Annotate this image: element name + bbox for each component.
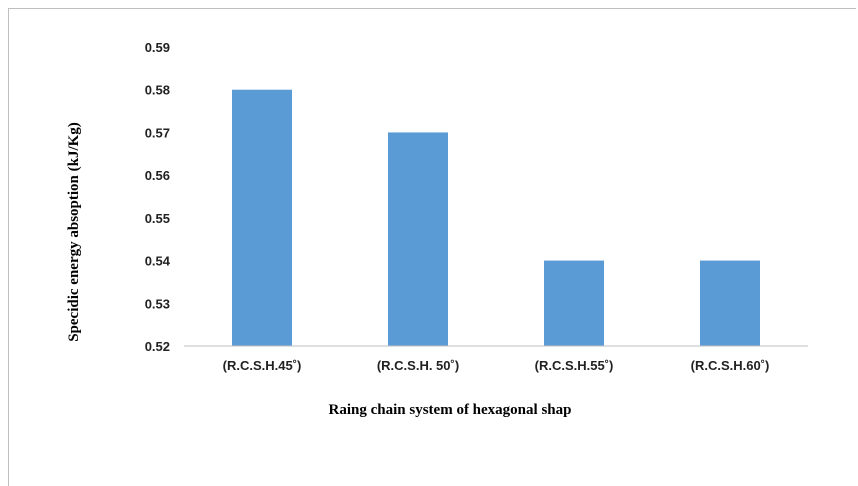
y-tick-label: 0.57 <box>145 125 170 140</box>
bar <box>544 260 604 346</box>
x-tick-label: (R.C.S.H. 50˚) <box>377 358 459 373</box>
y-tick-label: 0.58 <box>145 83 170 98</box>
x-tick-label: (R.C.S.H.55˚) <box>535 358 614 373</box>
x-tick-label: (R.C.S.H.60˚) <box>691 358 770 373</box>
y-tick-label: 0.52 <box>145 339 170 354</box>
y-tick-label: 0.54 <box>145 254 171 269</box>
x-axis-title: Raing chain system of hexagonal shap <box>329 402 572 418</box>
chart-frame <box>8 8 856 486</box>
y-axis-title: Specidic energy absoption (kJ/Kg) <box>66 122 82 342</box>
bar <box>388 132 448 346</box>
x-tick-label: (R.C.S.H.45˚) <box>223 358 302 373</box>
bar <box>700 260 760 346</box>
bars <box>232 89 760 346</box>
bar <box>232 89 292 346</box>
y-axis-tick-labels: 0.52 0.53 0.54 0.55 0.56 0.57 0.58 0.59 <box>145 40 171 354</box>
y-tick-label: 0.55 <box>145 211 170 226</box>
x-axis-tick-labels: (R.C.S.H.45˚) (R.C.S.H. 50˚) (R.C.S.H.55˚)… <box>223 358 770 373</box>
y-tick-label: 0.59 <box>145 40 170 55</box>
y-tick-label: 0.56 <box>145 168 170 183</box>
y-tick-label: 0.53 <box>145 296 170 311</box>
